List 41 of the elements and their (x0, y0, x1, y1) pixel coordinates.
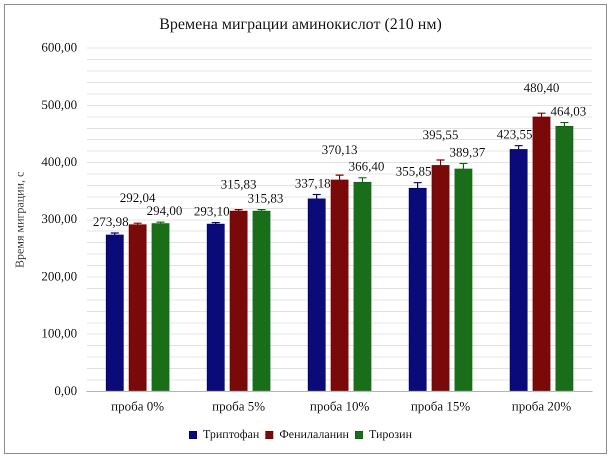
data-label: 395,55 (422, 126, 458, 142)
x-tick-label: проба 5% (212, 398, 266, 414)
bar (555, 126, 574, 391)
y-axis-title: Время миграции, с (12, 172, 26, 268)
bar (532, 116, 550, 391)
data-label: 355,85 (396, 164, 432, 179)
data-label: 273,98 (92, 214, 129, 229)
data-label: 370,13 (322, 142, 358, 158)
bar (152, 223, 170, 391)
y-tick-label: 500,00 (41, 96, 78, 112)
x-tick-label: проба 15% (410, 398, 470, 414)
y-tick-label: 400,00 (41, 154, 78, 170)
data-label: 464,03 (550, 103, 586, 118)
data-label: 294,00 (146, 203, 182, 218)
y-tick-label: 300,00 (41, 211, 78, 226)
data-label: 315,83 (248, 190, 284, 206)
data-label: 293,10 (194, 204, 230, 219)
bar (128, 224, 147, 391)
data-label: 337,18 (294, 175, 331, 190)
data-label: 292,04 (120, 190, 156, 206)
legend-label: Тирозин (368, 427, 413, 442)
y-tick-label: 0,00 (54, 382, 78, 398)
data-label: 389,37 (450, 144, 486, 160)
bar (510, 149, 528, 391)
bar (206, 224, 225, 391)
y-tick-label: 600,00 (41, 40, 78, 55)
x-tick-label: проба 20% (512, 398, 572, 414)
data-label: 366,40 (348, 158, 384, 174)
x-tick-label: проба 0% (111, 398, 164, 414)
chart-title: Времена миграции аминокислот (210 нм) (159, 16, 442, 33)
data-label: 480,40 (524, 80, 560, 96)
legend-label: Фенилаланин (279, 427, 350, 442)
data-label: 315,83 (220, 176, 256, 192)
bar (106, 234, 124, 391)
legend-label: Триптофан (202, 427, 260, 442)
x-tick-label: проба 10% (310, 398, 370, 414)
y-tick-label: 100,00 (41, 326, 78, 341)
data-label: 423,55 (496, 126, 533, 142)
bar (252, 210, 270, 391)
bar (230, 210, 248, 391)
y-tick-label: 200,00 (41, 268, 78, 284)
